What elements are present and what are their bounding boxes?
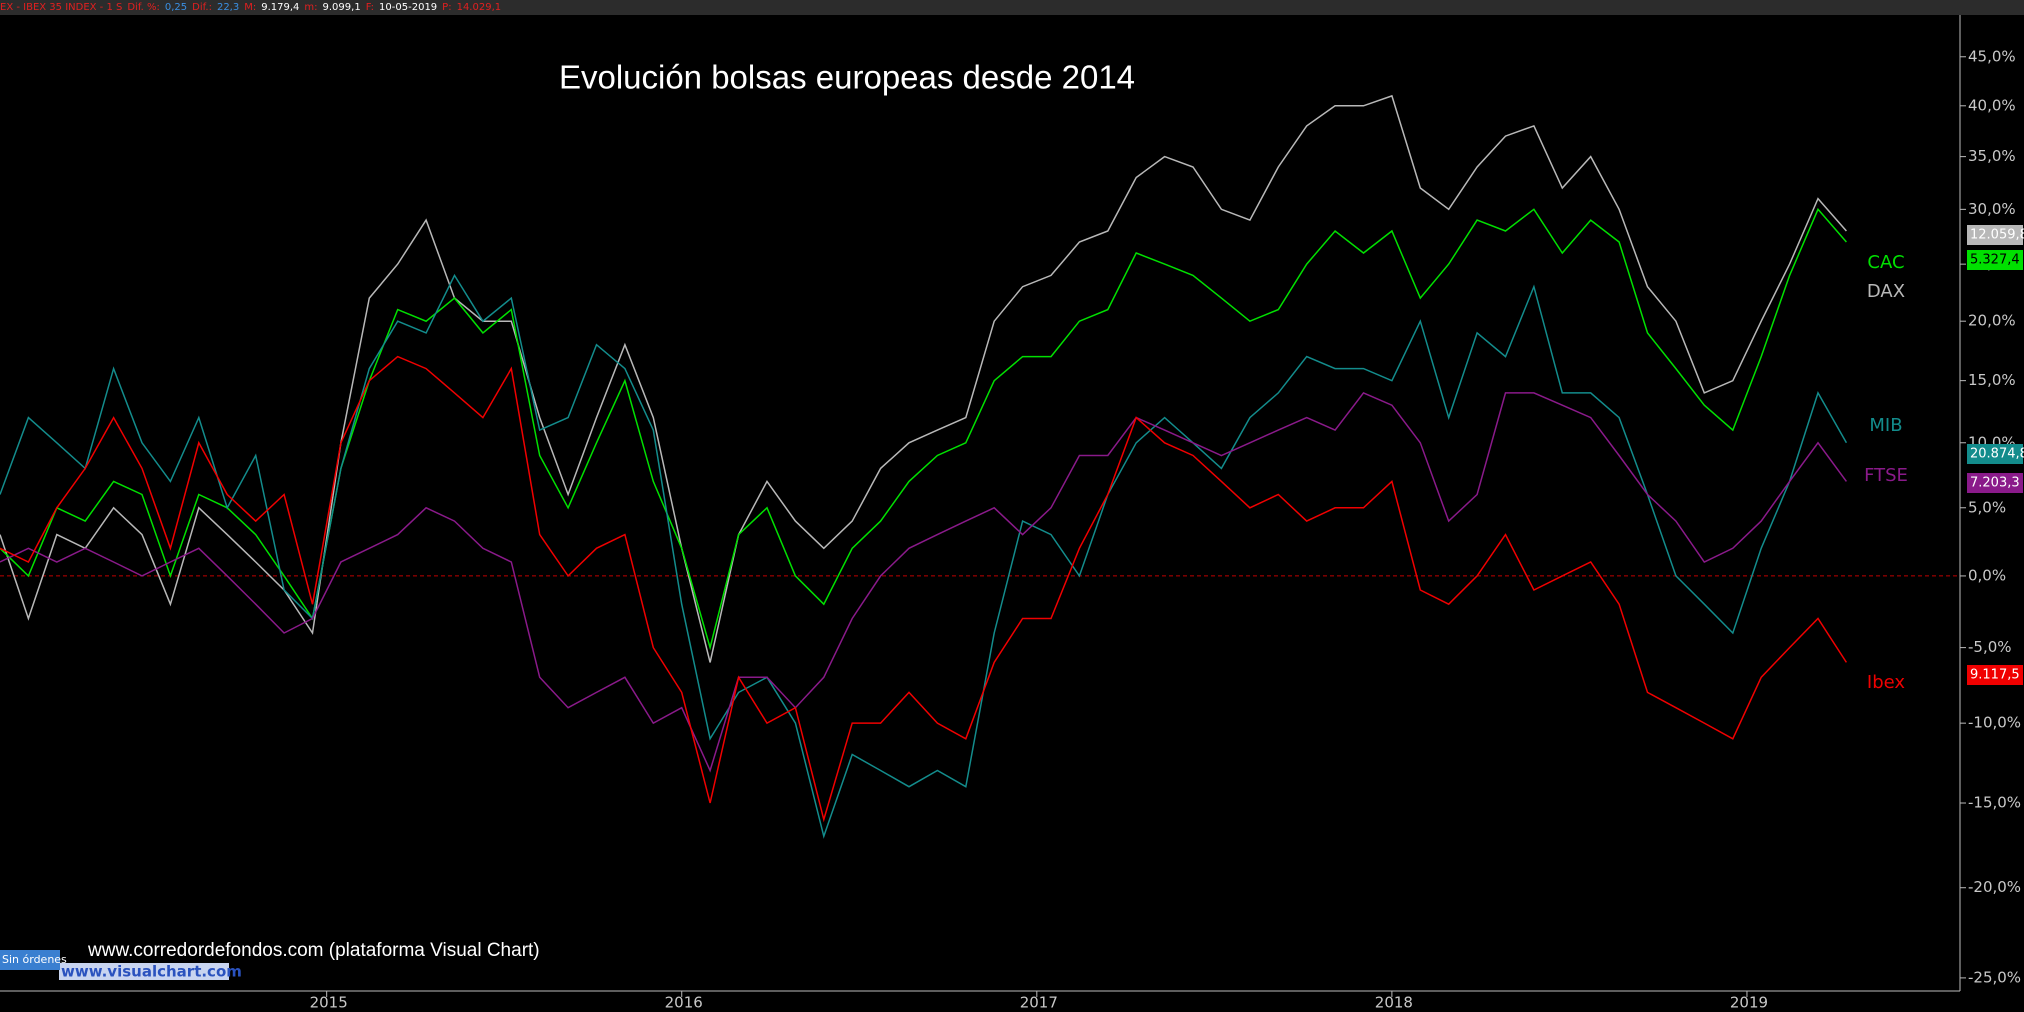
price-box bbox=[1967, 444, 2023, 464]
header-item: Dif. %: bbox=[127, 2, 160, 13]
price-box bbox=[1967, 473, 2023, 493]
footer-link[interactable]: www.visualchart.com bbox=[61, 963, 242, 981]
y-tick-label: 15,0% bbox=[1968, 371, 2016, 389]
y-tick-label: 35,0% bbox=[1968, 147, 2016, 165]
x-tick-label: 2017 bbox=[1020, 994, 1058, 1012]
y-tick-label: 0,0% bbox=[1968, 566, 2006, 584]
price-box bbox=[1967, 665, 2023, 685]
header-item: Dif.: bbox=[192, 2, 212, 13]
y-tick-label: -5,0% bbox=[1968, 638, 2012, 656]
header-item: F: bbox=[365, 2, 375, 13]
chart-title: Evolución bolsas europeas desde 2014 bbox=[559, 59, 1135, 96]
footer-site: www.corredordefondos.com (plataforma Vis… bbox=[87, 940, 540, 961]
price-label: 12.059,8 bbox=[1970, 228, 2024, 243]
header-item: 10-05-2019 bbox=[379, 2, 438, 13]
x-tick-label: 2019 bbox=[1730, 994, 1768, 1012]
header-item: 14.029,1 bbox=[456, 2, 502, 13]
header-item: m: bbox=[304, 2, 318, 13]
header-item: 9.179,4 bbox=[261, 2, 300, 13]
price-box bbox=[1967, 250, 2023, 270]
orders-button[interactable] bbox=[0, 950, 60, 970]
series-label: FTSE bbox=[1864, 465, 1908, 486]
y-tick-label: 5,0% bbox=[1968, 498, 2006, 516]
header-item: 9.099,1 bbox=[322, 2, 361, 13]
header-item: 22,3 bbox=[216, 2, 240, 13]
series-label: CAC bbox=[1867, 252, 1904, 273]
series-line bbox=[0, 355, 1848, 823]
link-highlight bbox=[59, 963, 229, 980]
y-tick-label: 30,0% bbox=[1968, 200, 2016, 218]
header-item: P: bbox=[442, 2, 452, 13]
x-tick-label: 2016 bbox=[665, 994, 703, 1012]
price-label: 9.117,5 bbox=[1970, 668, 2020, 683]
header-item: EX - IBEX 35 INDEX - 1 S bbox=[0, 2, 123, 13]
price-label: 5.327,4 bbox=[1970, 253, 2020, 268]
series-label: MIB bbox=[1869, 415, 1902, 436]
y-tick-label: 40,0% bbox=[1968, 96, 2016, 114]
x-tick-label: 2018 bbox=[1375, 994, 1413, 1012]
y-tick-label: -20,0% bbox=[1968, 878, 2021, 896]
series-label: Ibex bbox=[1867, 672, 1905, 693]
y-tick-label: -15,0% bbox=[1968, 794, 2021, 812]
price-box bbox=[1967, 225, 2023, 245]
series-line bbox=[0, 273, 1848, 839]
header-bar: EX - IBEX 35 INDEX - 1 S Dif. %: 0,25 Dif.:… bbox=[0, 0, 2024, 15]
series-line bbox=[0, 391, 1848, 773]
y-tick-label: -25,0% bbox=[1968, 968, 2021, 986]
series-line bbox=[0, 94, 1847, 663]
x-tick-label: 2015 bbox=[310, 994, 348, 1012]
series-label: DAX bbox=[1867, 281, 1905, 302]
price-label: 20.874,8 bbox=[1970, 447, 2024, 462]
y-tick-label: -10,0% bbox=[1968, 714, 2021, 732]
series-line bbox=[0, 207, 1847, 651]
y-tick-label: 20,0% bbox=[1968, 312, 2016, 330]
header-item: 0,25 bbox=[164, 2, 188, 13]
orders-button-label[interactable]: Sin órdenes bbox=[2, 953, 67, 966]
price-label: 7.203,3 bbox=[1970, 476, 2020, 491]
header-item: M: bbox=[244, 2, 257, 13]
y-tick-label: 45,0% bbox=[1968, 47, 2016, 65]
